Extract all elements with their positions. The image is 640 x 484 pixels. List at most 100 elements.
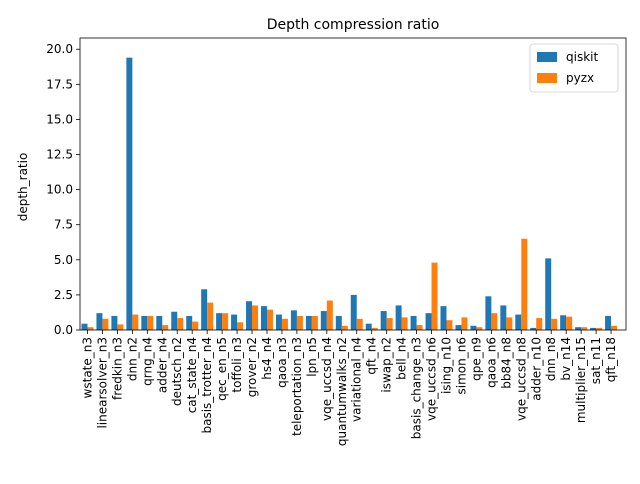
bar-qiskit-lpn_n5: [305, 315, 312, 330]
bar-qiskit-qaoa_n6: [485, 296, 492, 330]
bar-pyzx-deutsch_n2: [177, 318, 184, 330]
x-tick-label-vqe_uccsd_n6: vqe_uccsd_n6: [425, 337, 439, 421]
bar-pyzx-linearsolver_n3: [102, 318, 109, 330]
plot-frame: [79, 37, 627, 331]
x-tick-label-qec_en_n5: qec_en_n5: [215, 337, 229, 401]
y-tick-label: 20.0: [46, 42, 73, 56]
bar-pyzx-fredkin_n3: [117, 324, 124, 330]
bar-pyzx-sat_n11: [596, 327, 603, 330]
x-tick-label-toffoli_n3: toffoli_n3: [230, 337, 244, 393]
y-tick-label: 12.5: [46, 148, 73, 162]
bar-pyzx-lpn_n5: [311, 315, 318, 330]
bar-pyzx-cat_state_n4: [192, 321, 199, 330]
x-tick-label-lpn_n5: lpn_n5: [305, 337, 319, 377]
x-tick-label-vqe_uccsd_n4: vqe_uccsd_n4: [320, 337, 334, 421]
bar-qiskit-basis_change_n3: [410, 315, 417, 330]
bar-pyzx-qft_n4: [371, 327, 378, 330]
x-tick-label-qrng_n4: qrng_n4: [140, 337, 154, 386]
bar-qiskit-dnn_n2: [126, 57, 133, 331]
bar-pyzx-dnn_n2: [132, 314, 139, 330]
bar-qiskit-qaoa_n3: [275, 314, 282, 330]
x-tick-label-simon_n6: simon_n6: [454, 337, 468, 394]
legend: qiskit pyzx: [529, 43, 619, 93]
bar-qiskit-iswap_n2: [380, 311, 387, 330]
x-tick-label-hs4_n4: hs4_n4: [260, 337, 274, 380]
bar-pyzx-variational_n4: [356, 318, 363, 330]
x-tick-label-qaoa_n3: qaoa_n3: [275, 337, 289, 388]
bar-qiskit-quantumwalks_n2: [335, 315, 342, 330]
bar-pyzx-simon_n6: [461, 317, 468, 330]
bar-qiskit-basis_trotter_n4: [201, 289, 208, 330]
x-tick-label-adder_n10: adder_n10: [529, 337, 543, 401]
bar-pyzx-wstate_n3: [87, 327, 94, 330]
x-tick-label-bell_n4: bell_n4: [395, 337, 409, 380]
legend-label-pyzx: pyzx: [566, 71, 594, 85]
bar-qiskit-wstate_n3: [81, 323, 88, 330]
y-tick-label: 10.0: [46, 183, 73, 197]
bar-qiskit-vqe_uccsd_n6: [425, 313, 432, 330]
bar-pyzx-basis_change_n3: [416, 325, 423, 330]
x-tick-label-fredkin_n3: fredkin_n3: [110, 337, 124, 400]
bar-qiskit-adder_n10: [530, 327, 537, 330]
bar-qiskit-qec_en_n5: [216, 313, 223, 330]
bars-layer: [81, 57, 618, 331]
bar-qiskit-sat_n11: [590, 327, 597, 330]
bar-qiskit-qpe_n9: [470, 325, 477, 330]
x-tick-label-qft_n4: qft_n4: [365, 337, 379, 375]
bar-qiskit-multiplier_n15: [575, 327, 582, 330]
y-tick-label: 2.5: [54, 288, 73, 302]
x-tick-label-basis_change_n3: basis_change_n3: [410, 337, 424, 439]
bar-pyzx-bell_n4: [401, 317, 408, 330]
bar-pyzx-qft_n18: [611, 325, 618, 330]
bar-qiskit-vqe_uccsd_n4: [320, 311, 327, 330]
bar-pyzx-qrng_n4: [147, 315, 154, 330]
bar-pyzx-bv_n14: [566, 316, 573, 330]
y-tick-label: 17.5: [46, 77, 73, 91]
x-axis-ticks: wstate_n3 linearsolver_n3 fredkin_n3 dnn_n2…: [80, 330, 618, 446]
bar-qiskit-qrng_n4: [141, 315, 148, 330]
legend-label-qiskit: qiskit: [566, 50, 598, 64]
bar-pyzx-vqe_uccsd_n8: [521, 238, 528, 330]
bar-qiskit-teleportation_n3: [290, 310, 297, 330]
bar-qiskit-qft_n18: [605, 315, 612, 330]
bar-pyzx-ising_n10: [446, 320, 453, 330]
bar-pyzx-adder_n4: [162, 325, 169, 330]
x-tick-label-grover_n2: grover_n2: [245, 337, 259, 397]
axes-frame: [79, 37, 627, 331]
x-tick-label-ising_n10: ising_n10: [439, 337, 453, 394]
x-tick-label-cat_state_n4: cat_state_n4: [185, 337, 199, 413]
bar-qiskit-vqe_uccsd_n8: [515, 314, 522, 330]
bar-pyzx-dnn_n8: [551, 318, 558, 330]
bar-qiskit-dnn_n8: [545, 258, 552, 330]
bar-pyzx-toffoli_n3: [237, 322, 244, 330]
y-tick-label: 7.5: [54, 218, 73, 232]
bar-pyzx-grover_n2: [252, 305, 259, 330]
x-tick-label-sat_n11: sat_n11: [589, 337, 603, 384]
y-tick-label: 15.0: [46, 112, 73, 126]
bar-qiskit-deutsch_n2: [171, 311, 178, 330]
y-tick-label: 5.0: [54, 253, 73, 267]
x-tick-label-iswap_n2: iswap_n2: [380, 337, 394, 393]
x-tick-label-qaoa_n6: qaoa_n6: [484, 337, 498, 388]
y-axis-label: depth_ratio: [16, 153, 30, 222]
bar-pyzx-quantumwalks_n2: [341, 325, 348, 330]
bar-pyzx-vqe_uccsd_n4: [326, 300, 333, 330]
bar-pyzx-basis_trotter_n4: [207, 302, 214, 331]
bar-qiskit-variational_n4: [350, 294, 357, 330]
x-tick-label-linearsolver_n3: linearsolver_n3: [95, 337, 109, 429]
bar-qiskit-bell_n4: [395, 305, 402, 330]
bar-qiskit-fredkin_n3: [111, 315, 118, 330]
x-tick-label-quantumwalks_n2: quantumwalks_n2: [335, 337, 349, 446]
bar-pyzx-vqe_uccsd_n6: [431, 262, 438, 330]
bar-pyzx-multiplier_n15: [581, 327, 588, 330]
bar-pyzx-qec_en_n5: [222, 313, 229, 330]
x-tick-label-wstate_n3: wstate_n3: [80, 337, 94, 398]
bar-qiskit-ising_n10: [440, 306, 447, 330]
bar-pyzx-qpe_n9: [476, 327, 483, 330]
y-axis-ticks: 0.0 2.5 5.0 7.5 10.0 12.5 15.0 17.5 20.0: [46, 42, 80, 337]
x-tick-label-vqe_uccsd_n8: vqe_uccsd_n8: [514, 337, 528, 421]
x-tick-label-basis_trotter_n4: basis_trotter_n4: [200, 337, 214, 434]
bar-pyzx-adder_n10: [536, 318, 543, 330]
y-tick-label: 0.0: [54, 323, 73, 337]
